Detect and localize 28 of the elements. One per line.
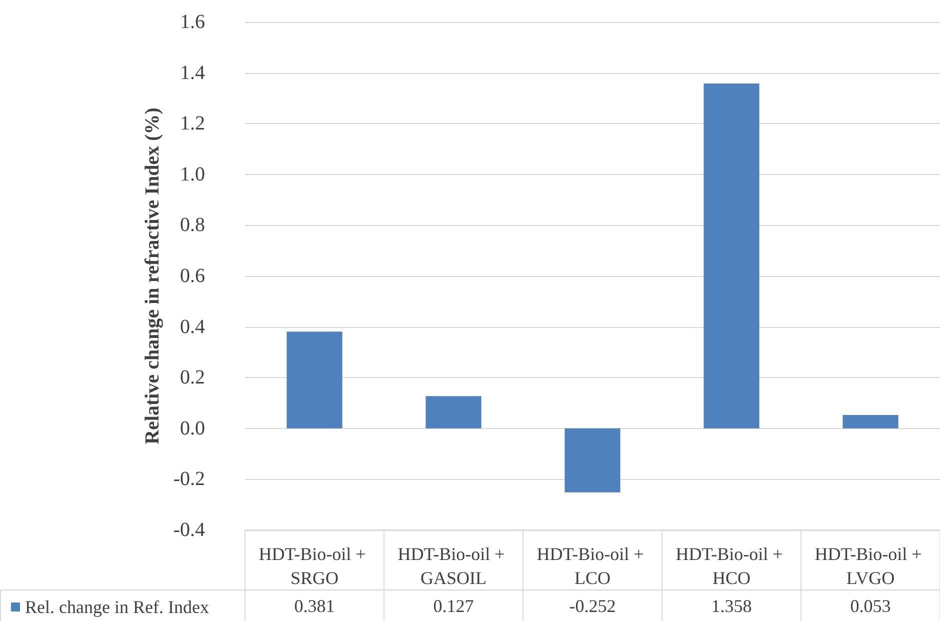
x-tick-label: HDT-Bio-oil + GASOIL (398, 544, 510, 588)
y-tick-label: -0.2 (173, 468, 205, 490)
y-tick-label: -0.4 (173, 519, 205, 541)
data-label: 0.381 (294, 596, 335, 616)
y-tick-label: 1.4 (180, 62, 205, 84)
legend-label: Rel. change in Ref. Index (25, 597, 209, 617)
x-tick-label: HDT-Bio-oil + LVGO (814, 544, 926, 588)
x-tick-label: HDT-Bio-oil + LCO (536, 544, 648, 588)
x-tick-label: HDT-Bio-oil + SRGO (258, 544, 370, 588)
y-tick-label: 0.0 (180, 417, 205, 440)
y-axis-title: Relative change in refractive Index (%) (141, 108, 164, 444)
bar (286, 332, 342, 428)
bar (564, 428, 620, 492)
bar (842, 414, 898, 428)
y-tick-label: 0.4 (180, 316, 205, 338)
y-tick-label: 0.6 (180, 265, 205, 287)
data-label: 1.358 (711, 596, 752, 616)
x-tick-label: HDT-Bio-oil + HCO (676, 544, 788, 588)
y-tick-label: 0.2 (180, 366, 205, 389)
data-label: 0.127 (433, 596, 474, 616)
data-label: 0.053 (850, 596, 891, 616)
y-tick-label: 1.6 (180, 11, 205, 33)
data-label: -0.252 (569, 596, 616, 616)
bar (704, 83, 760, 428)
bar (426, 396, 482, 428)
y-tick-label: 1.0 (180, 163, 205, 186)
y-tick-label: 1.2 (180, 112, 205, 135)
y-tick-label: 0.8 (180, 214, 205, 236)
